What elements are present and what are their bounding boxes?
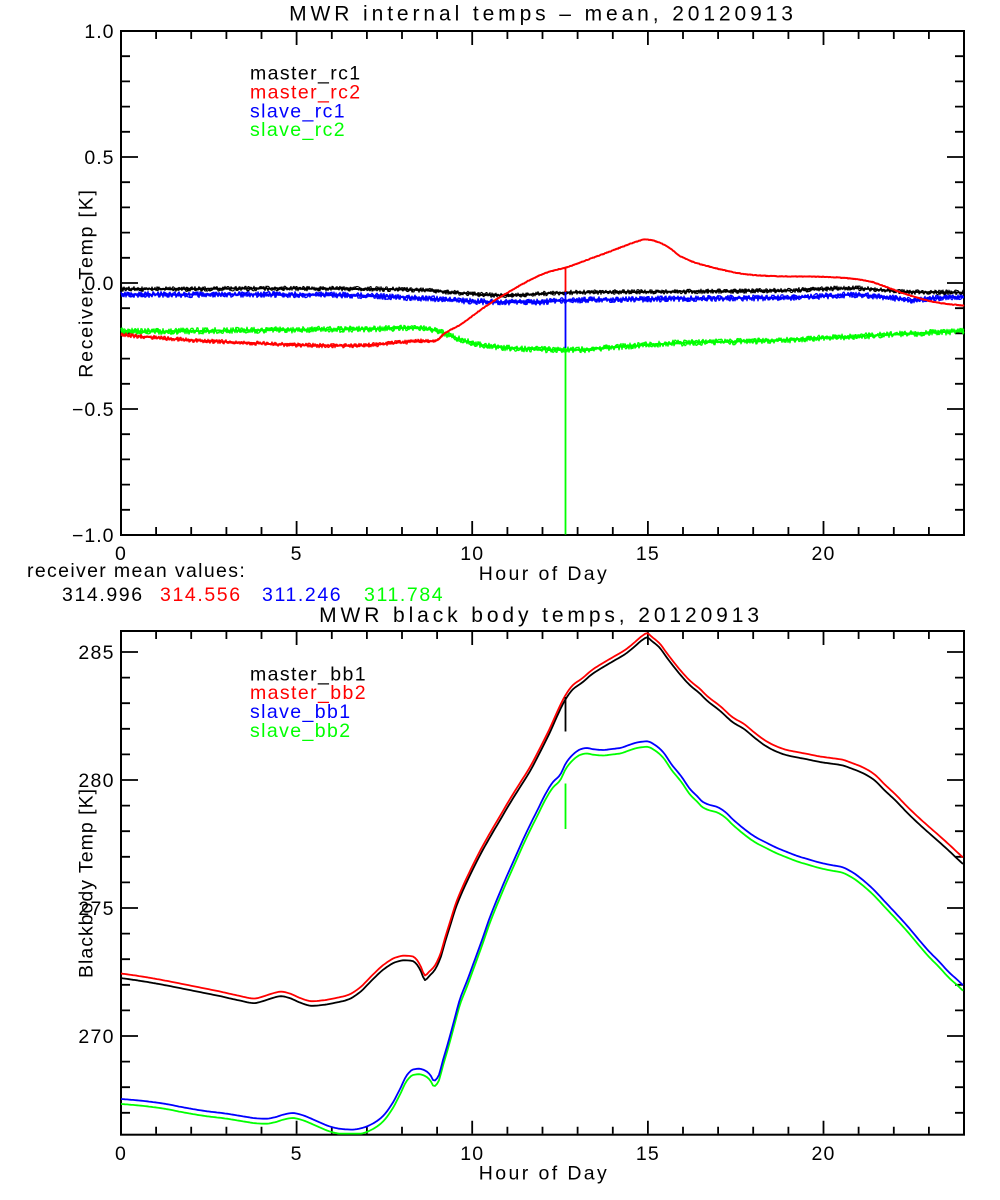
svg-text:Blackbody Temp [K]: Blackbody Temp [K] — [76, 788, 98, 978]
svg-text:−1.0: −1.0 — [72, 525, 115, 547]
svg-text:master_rc1: master_rc1 — [250, 63, 362, 85]
svg-text:20: 20 — [811, 1143, 835, 1165]
svg-text:0.5: 0.5 — [84, 147, 114, 169]
svg-text:0: 0 — [115, 1143, 127, 1165]
svg-text:Hour of Day: Hour of Day — [479, 563, 609, 585]
svg-text:5: 5 — [291, 1143, 303, 1165]
svg-text:slave_bb2: slave_bb2 — [250, 720, 352, 742]
svg-text:10: 10 — [460, 1143, 484, 1165]
svg-text:slave_bb1: slave_bb1 — [250, 701, 352, 723]
svg-text:285: 285 — [78, 642, 114, 664]
svg-text:0: 0 — [115, 543, 127, 565]
svg-text:Receiver Temp [K]: Receiver Temp [K] — [76, 188, 98, 378]
svg-text:311.246: 311.246 — [262, 584, 342, 606]
svg-text:275: 275 — [78, 898, 114, 920]
svg-text:15: 15 — [636, 543, 660, 565]
svg-text:master_bb2: master_bb2 — [250, 682, 367, 704]
svg-text:0.0: 0.0 — [84, 273, 114, 295]
svg-text:receiver mean values:: receiver mean values: — [27, 560, 246, 582]
svg-text:280: 280 — [78, 770, 114, 792]
svg-text:311.784: 311.784 — [364, 584, 444, 606]
svg-text:314.556: 314.556 — [160, 584, 242, 606]
svg-text:master_rc2: master_rc2 — [250, 81, 362, 103]
svg-text:10: 10 — [460, 543, 484, 565]
svg-text:1.0: 1.0 — [84, 21, 114, 43]
svg-text:MWR black body temps, 20120913: MWR black body temps, 20120913 — [319, 604, 763, 627]
svg-text:15: 15 — [636, 1143, 660, 1165]
svg-text:slave_rc1: slave_rc1 — [250, 100, 346, 122]
svg-text:314.996: 314.996 — [62, 584, 144, 606]
svg-text:−0.5: −0.5 — [72, 399, 115, 421]
svg-text:MWR internal temps – mean, 201: MWR internal temps – mean, 20120913 — [289, 3, 797, 26]
svg-text:20: 20 — [811, 543, 835, 565]
svg-text:master_bb1: master_bb1 — [250, 663, 367, 685]
svg-text:270: 270 — [78, 1026, 114, 1048]
svg-text:5: 5 — [291, 543, 303, 565]
svg-text:Hour of Day: Hour of Day — [479, 1163, 609, 1185]
svg-text:slave_rc2: slave_rc2 — [250, 119, 346, 141]
